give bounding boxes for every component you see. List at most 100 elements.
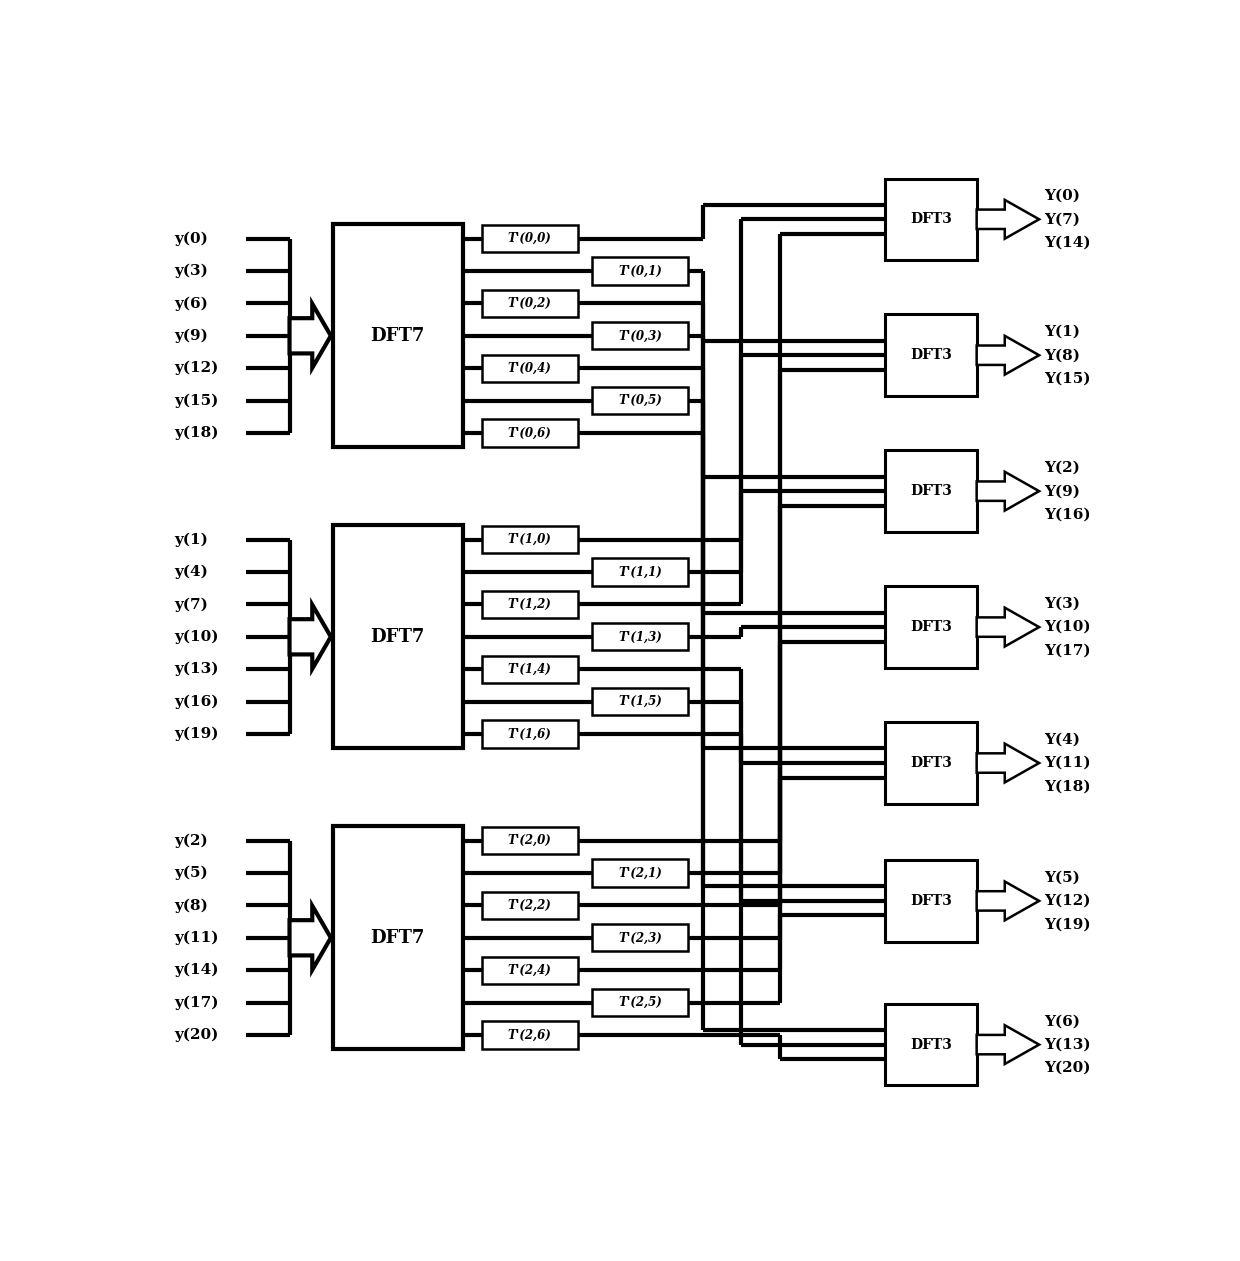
Text: Y(17): Y(17) xyxy=(1044,643,1090,657)
Text: Y(14): Y(14) xyxy=(1044,236,1090,250)
Text: y(6): y(6) xyxy=(174,296,208,310)
Text: T'(2,3): T'(2,3) xyxy=(619,932,662,944)
Text: T'(0,2): T'(0,2) xyxy=(508,296,552,310)
Text: T'(0,1): T'(0,1) xyxy=(619,265,662,277)
Text: Y(9): Y(9) xyxy=(1044,484,1080,498)
Text: y(10): y(10) xyxy=(174,629,218,644)
Text: T'(2,6): T'(2,6) xyxy=(508,1029,552,1042)
Text: T'(0,6): T'(0,6) xyxy=(508,426,552,439)
Text: Y(16): Y(16) xyxy=(1044,507,1090,522)
Text: T'(2,1): T'(2,1) xyxy=(619,866,662,879)
Text: DFT3: DFT3 xyxy=(910,757,952,770)
Text: T'(1,3): T'(1,3) xyxy=(619,630,662,643)
Bar xyxy=(481,957,578,984)
Bar xyxy=(885,586,977,668)
Text: T'(0,5): T'(0,5) xyxy=(619,395,662,407)
Bar xyxy=(481,591,578,618)
Text: y(16): y(16) xyxy=(174,695,218,709)
Text: T'(0,0): T'(0,0) xyxy=(508,232,552,245)
Bar xyxy=(481,656,578,682)
Bar xyxy=(885,1004,977,1086)
Text: y(1): y(1) xyxy=(174,532,208,547)
Polygon shape xyxy=(977,472,1039,511)
Bar xyxy=(593,989,688,1016)
Text: y(7): y(7) xyxy=(174,598,208,612)
Text: DFT3: DFT3 xyxy=(910,620,952,634)
Text: T'(1,6): T'(1,6) xyxy=(508,728,552,740)
Text: y(18): y(18) xyxy=(174,426,218,440)
Text: Y(0): Y(0) xyxy=(1044,189,1080,203)
Text: Y(20): Y(20) xyxy=(1044,1061,1090,1074)
Polygon shape xyxy=(290,905,331,970)
Polygon shape xyxy=(977,744,1039,782)
Text: y(20): y(20) xyxy=(174,1028,218,1042)
Bar xyxy=(593,623,688,651)
Text: DFT3: DFT3 xyxy=(910,348,952,362)
Polygon shape xyxy=(290,304,331,368)
Bar xyxy=(885,179,977,260)
Text: Y(6): Y(6) xyxy=(1044,1014,1080,1028)
Text: y(14): y(14) xyxy=(174,963,218,977)
Bar xyxy=(885,723,977,803)
Text: Y(3): Y(3) xyxy=(1044,596,1080,610)
Bar xyxy=(332,525,463,749)
Text: T'(1,4): T'(1,4) xyxy=(508,663,552,676)
Polygon shape xyxy=(977,200,1039,238)
Text: Y(4): Y(4) xyxy=(1044,733,1080,747)
Text: y(0): y(0) xyxy=(174,232,208,246)
Text: DFT3: DFT3 xyxy=(910,484,952,498)
Bar xyxy=(885,314,977,396)
Text: Y(7): Y(7) xyxy=(1044,212,1080,226)
Text: T'(1,5): T'(1,5) xyxy=(619,695,662,709)
Text: T'(0,4): T'(0,4) xyxy=(508,362,552,375)
Text: Y(1): Y(1) xyxy=(1044,325,1080,339)
Text: y(5): y(5) xyxy=(174,866,208,880)
Text: y(3): y(3) xyxy=(174,264,208,279)
Text: DFT7: DFT7 xyxy=(371,929,425,947)
Bar xyxy=(593,257,688,285)
Text: Y(13): Y(13) xyxy=(1044,1038,1090,1052)
Bar xyxy=(593,387,688,414)
Bar xyxy=(481,892,578,919)
Bar xyxy=(593,689,688,715)
Text: Y(8): Y(8) xyxy=(1044,348,1080,362)
Text: Y(19): Y(19) xyxy=(1044,917,1090,931)
Polygon shape xyxy=(977,335,1039,375)
Bar xyxy=(481,224,578,252)
Bar xyxy=(332,224,463,448)
Bar xyxy=(593,860,688,886)
Polygon shape xyxy=(290,605,331,668)
Text: DFT7: DFT7 xyxy=(371,327,425,344)
Text: T'(1,1): T'(1,1) xyxy=(619,565,662,579)
Text: T'(2,5): T'(2,5) xyxy=(619,996,662,1009)
Bar xyxy=(332,826,463,1049)
Text: y(15): y(15) xyxy=(174,393,218,407)
Text: T'(2,0): T'(2,0) xyxy=(508,835,552,847)
Polygon shape xyxy=(977,1025,1039,1064)
Bar xyxy=(593,924,688,951)
Bar xyxy=(885,450,977,532)
Text: y(8): y(8) xyxy=(174,898,208,913)
Text: y(9): y(9) xyxy=(174,329,208,343)
Bar xyxy=(481,420,578,446)
Bar xyxy=(481,526,578,554)
Text: y(13): y(13) xyxy=(174,662,218,676)
Text: DFT3: DFT3 xyxy=(910,1038,952,1052)
Text: Y(15): Y(15) xyxy=(1044,372,1090,386)
Text: Y(12): Y(12) xyxy=(1044,894,1090,908)
Polygon shape xyxy=(977,881,1039,921)
Text: y(4): y(4) xyxy=(174,565,208,579)
Text: DFT3: DFT3 xyxy=(910,212,952,226)
Text: Y(18): Y(18) xyxy=(1044,779,1090,793)
Text: Y(10): Y(10) xyxy=(1044,620,1090,634)
Bar xyxy=(481,827,578,854)
Text: Y(2): Y(2) xyxy=(1044,460,1080,475)
Text: y(12): y(12) xyxy=(174,361,218,376)
Text: T'(2,2): T'(2,2) xyxy=(508,899,552,912)
Bar xyxy=(593,559,688,585)
Text: T'(0,3): T'(0,3) xyxy=(619,329,662,342)
Polygon shape xyxy=(977,608,1039,647)
Bar xyxy=(593,323,688,349)
Bar xyxy=(885,860,977,942)
Bar xyxy=(481,354,578,382)
